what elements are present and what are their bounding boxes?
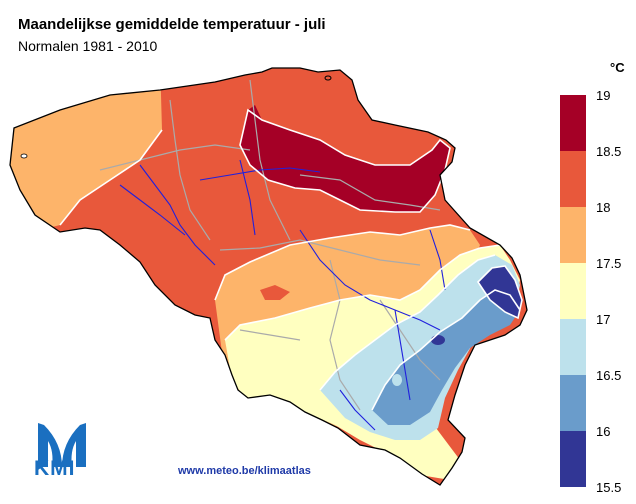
map-subtitle: Normalen 1981 - 2010 xyxy=(18,38,158,54)
legend-tick-label: 16.5 xyxy=(596,368,622,383)
legend-tick-label: 19 xyxy=(596,88,611,103)
legend-swatch xyxy=(560,151,586,207)
legend-swatch xyxy=(560,95,586,151)
country-border xyxy=(9,67,528,486)
kmi-logo-text: KMI xyxy=(34,457,76,480)
legend-swatch xyxy=(560,319,586,375)
legend-swatch xyxy=(560,263,586,319)
legend-swatch xyxy=(560,431,586,487)
map-title: Maandelijkse gemiddelde temperatuur - ju… xyxy=(18,16,326,33)
legend-tick-label: 17 xyxy=(596,312,611,327)
legend-unit: °C xyxy=(610,60,625,75)
legend-tick-label: 15.5 xyxy=(596,480,622,495)
source-url[interactable]: www.meteo.be/klimaatlas xyxy=(178,465,311,477)
legend-tick-label: 16 xyxy=(596,424,611,439)
legend-swatch xyxy=(560,207,586,263)
legend-tick-label: 18.5 xyxy=(596,144,622,159)
legend-swatch xyxy=(560,375,586,431)
legend-tick-label: 17.5 xyxy=(596,256,622,271)
kmi-logo-icon xyxy=(38,423,86,467)
legend-tick-label: 18 xyxy=(596,200,611,215)
